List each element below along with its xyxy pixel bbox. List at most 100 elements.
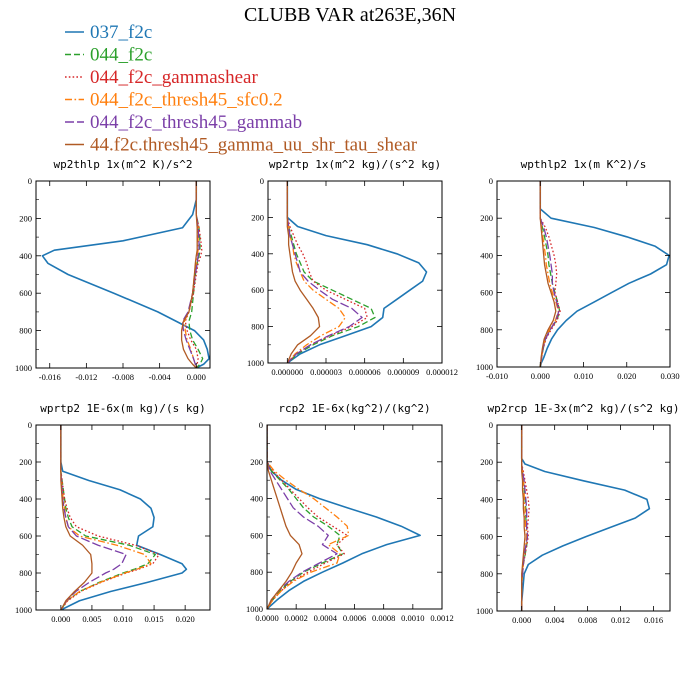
y-tick-label: 800 — [480, 569, 493, 579]
y-tick-label: 400 — [480, 250, 493, 260]
series-line-orange — [286, 181, 346, 363]
x-tick-label: -0.016 — [39, 372, 61, 382]
series-line-orange — [60, 425, 152, 610]
series-line-brown — [286, 181, 321, 363]
series-line-red — [60, 425, 160, 610]
series-line-orange — [521, 425, 528, 611]
legend-item: 037_f2c — [65, 22, 152, 43]
series-line-orange — [267, 425, 350, 609]
series-group — [539, 181, 670, 367]
y-tick-label: 0 — [489, 420, 493, 430]
y-tick-label: 1000 — [476, 362, 493, 372]
y-tick-label: 1000 — [247, 358, 264, 368]
y-tick-label: 400 — [19, 494, 32, 504]
legend: 037_f2c044_f2c044_f2c_gammashear044_f2c_… — [65, 22, 418, 156]
x-tick-label: 0.000003 — [310, 367, 342, 377]
panel-title: wpthlp2 1x(m K^2)/s — [521, 158, 647, 171]
panels: wp2thlp 1x(m^2 K)/s^202004006008001000-0… — [15, 158, 680, 625]
x-tick-label: 0.005 — [82, 614, 101, 624]
x-tick-label: 0.000 — [531, 371, 550, 381]
x-tick-label: 0.0006 — [343, 613, 366, 623]
x-tick-label: 0.012 — [611, 615, 630, 625]
panel-6: wp2rcp 1E-3x(m^2 kg)/(s^2 kg) 0 200 400 600 8… — [476, 402, 680, 625]
series-line-red — [267, 425, 348, 609]
plot-frame — [267, 180, 443, 364]
y-tick-label: 600 — [19, 288, 32, 298]
series-line-green — [267, 425, 344, 609]
series-line-brown — [180, 181, 198, 368]
x-tick-label: 0.000 — [187, 372, 206, 382]
plot-frame — [35, 180, 211, 369]
series-line-brown — [539, 181, 557, 367]
y-tick-label: 0 — [489, 176, 493, 186]
y-tick-label: 200 — [480, 213, 493, 223]
x-tick-label: 0.0004 — [314, 613, 338, 623]
y-tick-label: 0 — [259, 420, 263, 430]
x-tick-label: 0.000006 — [349, 367, 381, 377]
x-tick-label: 0.020 — [617, 371, 636, 381]
y-tick-label: 1000 — [476, 606, 493, 616]
legend-item: 044_f2c — [65, 45, 152, 66]
y-tick-label: 800 — [19, 326, 32, 336]
y-tick-label: 600 — [480, 532, 493, 542]
x-tick-label: 0.010 — [113, 614, 132, 624]
series-line-blue — [60, 425, 188, 610]
series-group — [41, 181, 210, 368]
y-tick-label: 0 — [28, 420, 32, 430]
series-line-orange — [539, 181, 560, 367]
series-group — [267, 425, 421, 609]
series-line-blue — [286, 181, 428, 363]
series-line-blue — [520, 425, 651, 611]
y-tick-label: 400 — [250, 494, 263, 504]
panel-4: wprtp2 1E-6x(m kg)/(s kg) 0 200 400 600 800 10… — [15, 402, 211, 624]
plot-frame — [496, 180, 671, 368]
series-line-purple — [286, 181, 363, 363]
x-tick-label: 0.0010 — [401, 613, 424, 623]
y-tick-label: 200 — [480, 457, 493, 467]
x-tick-label: 0.010 — [574, 371, 593, 381]
x-tick-label: 0.0008 — [372, 613, 395, 623]
x-tick-label: 0.000 — [512, 615, 531, 625]
panel-title: wprtp2 1E-6x(m kg)/(s kg) — [40, 402, 206, 415]
y-tick-label: 1000 — [246, 604, 263, 614]
series-line-green — [60, 425, 156, 610]
legend-item: 44.f2c.thresh45_gamma_uu_shr_tau_shear — [65, 135, 418, 156]
x-tick-label: 0.000 — [51, 614, 70, 624]
x-tick-label: 0.004 — [545, 615, 565, 625]
series-line-blue — [41, 181, 210, 368]
x-tick-label: -0.010 — [486, 371, 508, 381]
series-line-red — [521, 425, 530, 611]
legend-label: 044_f2c_gammashear — [90, 67, 258, 88]
x-tick-label: 0.0000 — [255, 613, 278, 623]
y-tick-label: 200 — [19, 457, 32, 467]
series-line-red — [286, 181, 368, 363]
panel-title: wp2rtp 1x(m^2 kg)/(s^2 kg) — [269, 158, 441, 171]
series-line-brown — [521, 425, 526, 611]
panel-5: rcp2 1E-6x(kg^2)/(kg^2) 0 200 400 600 800 1000… — [246, 402, 454, 623]
series-group — [520, 425, 651, 611]
y-tick-label: 400 — [19, 251, 32, 261]
x-tick-label: 0.000012 — [426, 367, 458, 377]
y-tick-label: 0 — [28, 176, 32, 186]
legend-label: 044_f2c_thresh45_sfc0.2 — [90, 90, 283, 111]
x-tick-label: -0.012 — [75, 372, 97, 382]
series-line-brown — [267, 425, 303, 609]
panel-3: wpthlp2 1x(m K^2)/s 0 200 400 600 800 1000-0.0… — [476, 158, 680, 381]
legend-label: 44.f2c.thresh45_gamma_uu_shr_tau_shear — [90, 135, 418, 156]
y-tick-label: 200 — [251, 212, 264, 222]
x-tick-label: -0.008 — [112, 372, 134, 382]
x-tick-label: 0.020 — [176, 614, 195, 624]
series-line-purple — [60, 425, 127, 610]
panel-title: wp2thlp 1x(m^2 K)/s^2 — [53, 158, 192, 171]
x-tick-label: 0.016 — [644, 615, 663, 625]
legend-item: 044_f2c_thresh45_gammab — [65, 112, 302, 133]
y-tick-label: 800 — [250, 567, 263, 577]
y-tick-label: 600 — [480, 288, 493, 298]
x-tick-label: 0.015 — [145, 614, 164, 624]
x-tick-label: 0.0002 — [284, 613, 307, 623]
plot-frame — [266, 424, 443, 610]
series-group — [286, 181, 428, 363]
x-tick-label: -0.004 — [149, 372, 172, 382]
series-group — [60, 425, 188, 610]
